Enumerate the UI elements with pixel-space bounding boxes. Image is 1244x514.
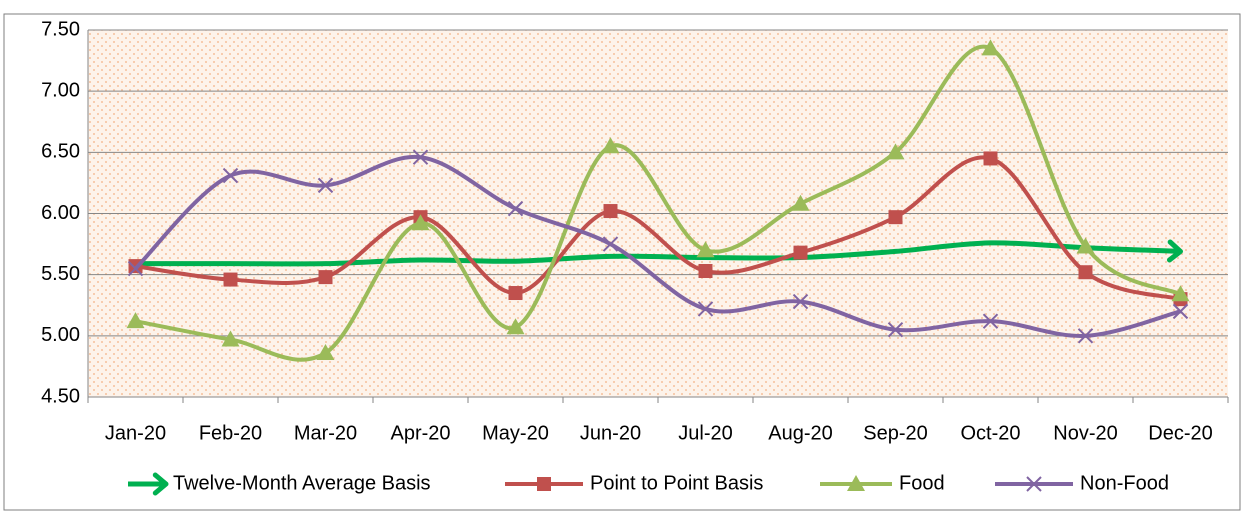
x-tick-label: Dec-20 <box>1148 422 1212 444</box>
marker-square <box>983 151 998 166</box>
x-tick-label: Mar-20 <box>294 422 357 444</box>
y-tick-label: 5.50 <box>41 263 80 285</box>
marker-x <box>1172 303 1189 320</box>
marker-square <box>888 210 903 225</box>
marker-triangle <box>316 343 335 360</box>
marker-triangle <box>221 330 240 347</box>
marker-triangle <box>886 143 905 160</box>
marker-square <box>537 477 551 491</box>
marker-triangle <box>791 194 810 211</box>
series-line <box>135 44 1182 362</box>
y-tick-label: 5.00 <box>41 324 80 346</box>
marker-x <box>697 301 714 317</box>
x-tick-label: Sep-20 <box>863 422 928 444</box>
marker-square <box>793 245 808 260</box>
marker-x <box>317 177 334 194</box>
marker-x <box>792 293 809 310</box>
marker-x <box>412 149 429 165</box>
x-tick-label: Aug-20 <box>768 422 833 444</box>
marker-triangle <box>1076 237 1095 254</box>
marker-triangle <box>847 475 865 491</box>
marker-square <box>1078 265 1093 280</box>
marker-x <box>222 167 239 184</box>
y-tick-label: 6.00 <box>41 202 80 224</box>
legend-label: Food <box>899 472 945 494</box>
marker-triangle <box>696 241 715 258</box>
y-tick-label: 7.50 <box>41 18 80 40</box>
marker-x <box>887 322 904 338</box>
x-tick-label: Jun-20 <box>580 422 641 444</box>
marker-x <box>602 236 619 252</box>
y-tick-label: 7.00 <box>41 79 80 101</box>
marker-triangle <box>601 137 620 154</box>
arrow-head <box>152 472 169 496</box>
x-tick-label: Apr-20 <box>390 422 450 444</box>
marker-square <box>318 270 333 285</box>
marker-triangle <box>981 39 1000 56</box>
marker-triangle <box>126 312 145 329</box>
marker-triangle <box>1171 285 1190 302</box>
x-tick-label: May-20 <box>482 422 549 444</box>
marker-x <box>982 313 999 329</box>
x-tick-label: Jul-20 <box>678 422 732 444</box>
x-tick-label: Jan-20 <box>105 422 166 444</box>
marker-square <box>223 272 238 287</box>
marker-x <box>127 260 144 277</box>
marker-x <box>1077 328 1094 344</box>
marker-square <box>698 263 713 278</box>
y-tick-label: 4.50 <box>41 385 80 407</box>
marker-square <box>508 286 523 301</box>
marker-x <box>507 200 524 217</box>
marker-triangle <box>506 318 525 335</box>
legend-label: Point to Point Basis <box>590 472 763 494</box>
legend-label: Twelve-Month Average Basis <box>173 472 431 494</box>
x-tick-label: Feb-20 <box>199 422 262 444</box>
marker-x <box>1026 476 1042 492</box>
marker-triangle <box>411 214 430 231</box>
legend-label: Non-Food <box>1080 472 1169 494</box>
marker-square <box>603 204 618 219</box>
series-line <box>135 240 1181 267</box>
x-tick-label: Nov-20 <box>1053 422 1117 444</box>
x-tick-label: Oct-20 <box>960 422 1020 444</box>
arrow-head <box>1166 239 1183 263</box>
y-tick-label: 6.50 <box>41 141 80 163</box>
